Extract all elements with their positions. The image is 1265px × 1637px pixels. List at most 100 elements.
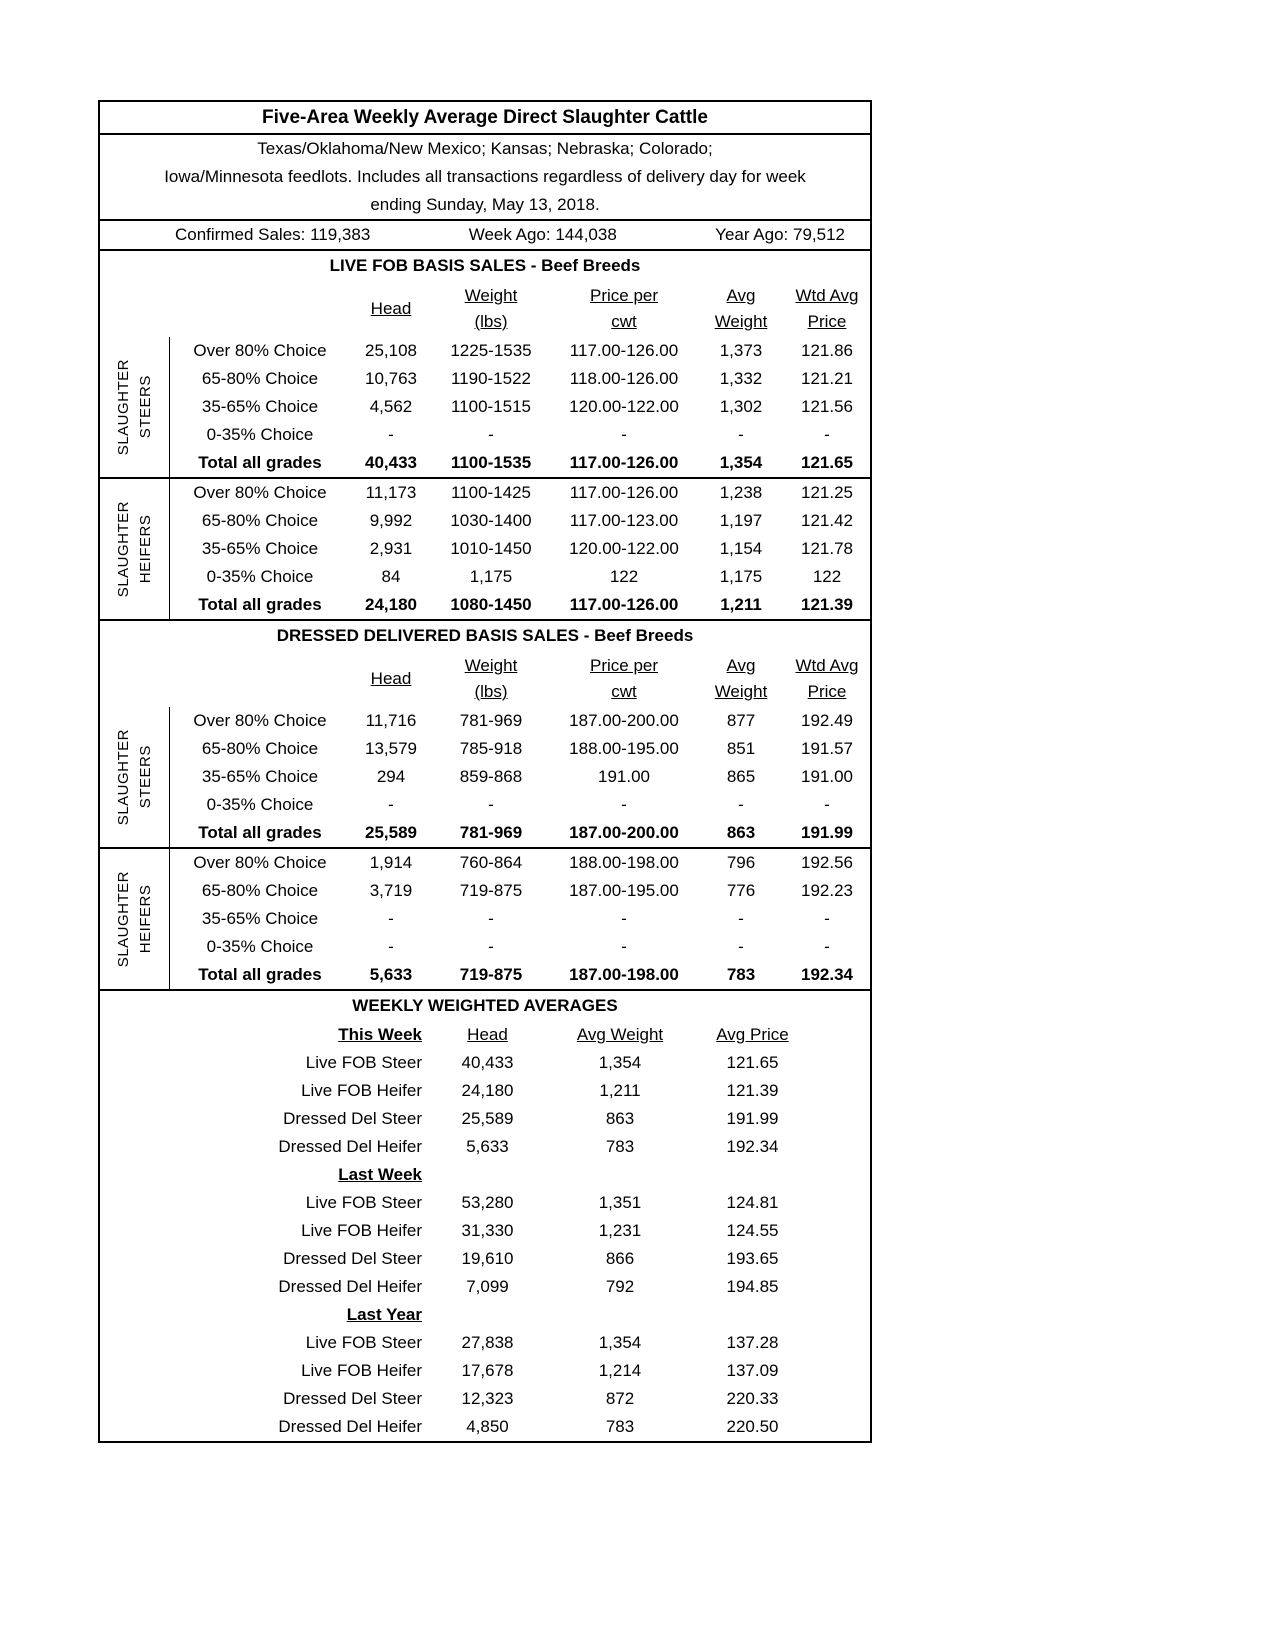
cell-weight: 1225-1535 [450,341,532,360]
year-ago-sales: Year Ago: 79,512 [715,225,845,244]
cell-wtd-avg: 192.56 [801,853,853,872]
cell-avg-price: 220.33 [726,1389,779,1408]
cell-head: 84 [381,567,401,586]
weekly-row: Live FOB Steer 40,433 1,354 121.65 [100,1049,870,1077]
cell-head: 4,562 [369,397,413,416]
weekly-period-last-year: Last Year [346,1305,422,1324]
table-row: 35-65% Choice 2,931 1010-1450 120.00-122… [170,535,870,563]
cell-avg-weight: 776 [726,881,756,900]
row-label: 35-65% Choice [201,539,319,558]
weekly-period-last-week: Last Week [338,1165,422,1184]
cell-avg-weight: 1,332 [719,369,763,388]
cell-head: 12,323 [461,1389,514,1408]
table-row: 0-35% Choice - - - - - [170,933,870,961]
row-label: Dressed Del Steer [283,1249,422,1268]
cell-avg-price: 220.50 [726,1417,779,1436]
spacer [100,651,170,707]
group-label-slaughter-steers: SLAUGHTER STEERS [100,707,170,847]
cell-avg-price: 124.81 [726,1193,779,1212]
cell-avg-weight: 1,231 [598,1221,642,1240]
spacer [170,651,350,707]
cell-head: 53,280 [461,1193,514,1212]
table-row: Over 80% Choice 11,716 781-969 187.00-20… [170,707,870,735]
cell-head: - [388,909,394,928]
column-headers-live: Head Weight (lbs) Price per cwt Avg Weight … [100,281,870,337]
column-header-head: Head [370,299,412,318]
cell-price: - [621,937,627,956]
cell-head: 19,610 [461,1249,514,1268]
cell-price: 191.00 [598,767,650,786]
cell-avg-weight: - [738,909,744,928]
cell-avg-weight: 863 [726,823,756,842]
table-row: 0-35% Choice - - - - - [170,421,870,449]
row-label: 65-80% Choice [201,881,319,900]
column-header-wtd-avg: Wtd Avg Price [795,286,859,331]
section-title-live-fob: LIVE FOB BASIS SALES - Beef Breeds [329,256,641,275]
cell-weight: 1100-1425 [450,483,532,502]
cell-head: 24,180 [461,1081,514,1100]
weekly-row: Live FOB Heifer 17,678 1,214 137.09 [100,1357,870,1385]
cell-weight: 859-868 [459,767,523,786]
table-row: 65-80% Choice 13,579 785-918 188.00-195.… [170,735,870,763]
group-live-slaughter-steers: SLAUGHTER STEERS Over 80% Choice 25,108 1… [100,337,870,479]
cell-head: 24,180 [365,595,417,614]
cattle-report-table: Five-Area Weekly Average Direct Slaughte… [98,100,872,1443]
cell-wtd-avg: 121.42 [801,511,853,530]
cell-head: 2,931 [369,539,413,558]
cell-head: 25,589 [461,1109,514,1128]
cell-avg-price: 137.09 [726,1361,779,1380]
weekly-row: Live FOB Heifer 31,330 1,231 124.55 [100,1217,870,1245]
cell-head: 7,099 [466,1277,509,1296]
report-title: Five-Area Weekly Average Direct Slaughte… [100,102,870,135]
spacer [170,281,350,337]
cell-avg-weight: 1,354 [719,453,763,472]
group-label-slaughter-steers: SLAUGHTER STEERS [100,337,170,477]
cell-weight: 719-875 [459,965,523,984]
cell-head: 40,433 [365,453,417,472]
row-label: 65-80% Choice [201,739,319,758]
row-label: Live FOB Steer [305,1333,422,1352]
weekly-row: Live FOB Steer 53,280 1,351 124.81 [100,1189,870,1217]
cell-avg-weight: 872 [605,1389,635,1408]
cell-avg-weight: 1,214 [598,1361,642,1380]
table-row: 65-80% Choice 10,763 1190-1522 118.00-12… [170,365,870,393]
table-row: 65-80% Choice 3,719 719-875 187.00-195.0… [170,877,870,905]
row-label: Live FOB Steer [305,1193,422,1212]
cell-head: 4,850 [466,1417,509,1436]
cell-wtd-avg: 121.21 [801,369,853,388]
cell-price: - [621,795,627,814]
row-label: Live FOB Steer [305,1053,422,1072]
cell-avg-weight: 1,302 [719,397,763,416]
cell-price: 117.00-123.00 [569,511,679,530]
weekly-row: Dressed Del Heifer 5,633 783 192.34 [100,1133,870,1161]
cell-wtd-avg: 192.34 [801,965,853,984]
cell-weight: 1030-1400 [450,511,532,530]
column-header-price: Price per cwt [589,286,659,331]
section-title-dressed: DRESSED DELIVERED BASIS SALES - Beef Bre… [276,626,694,645]
subtitle-line-2: Iowa/Minnesota feedlots. Includes all tr… [164,167,806,186]
column-header-weight: Weight (lbs) [464,656,518,701]
cell-avg-weight: 783 [605,1137,635,1156]
cell-price: - [621,425,627,444]
cell-head: 27,838 [461,1333,514,1352]
weekly-row: Dressed Del Heifer 7,099 792 194.85 [100,1273,870,1301]
cell-wtd-avg: 191.57 [801,739,853,758]
cell-head: 13,579 [365,739,417,758]
cell-price: 117.00-126.00 [569,453,679,472]
column-headers-dressed: Head Weight (lbs) Price per cwt Avg Weight … [100,651,870,707]
weekly-period-row: Last Year [100,1301,870,1329]
cell-price: 118.00-126.00 [569,369,679,388]
cell-wtd-avg: 121.78 [801,539,853,558]
cell-weight: 760-864 [459,853,523,872]
cell-weight: 1010-1450 [450,539,532,558]
table-row-total: Total all grades 40,433 1100-1535 117.00… [170,449,870,477]
section-title-weekly-averages: WEEKLY WEIGHTED AVERAGES [352,996,618,1015]
column-header-price: Price per cwt [589,656,659,701]
table-row: 35-65% Choice 4,562 1100-1515 120.00-122… [170,393,870,421]
cell-avg-price: 124.55 [726,1221,779,1240]
cell-avg-price: 137.28 [726,1333,779,1352]
cell-avg-price: 194.85 [726,1277,779,1296]
row-label: Live FOB Heifer [301,1221,422,1240]
cell-wtd-avg: 121.65 [801,453,853,472]
cell-avg-weight: 1,211 [720,595,762,614]
